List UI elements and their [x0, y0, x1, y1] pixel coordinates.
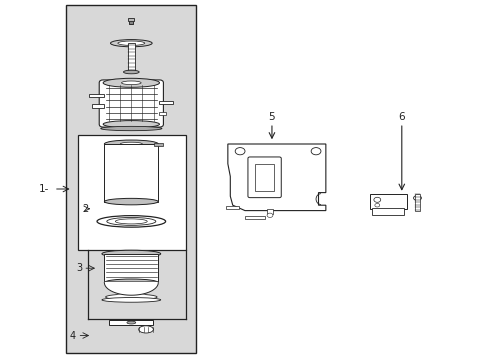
Ellipse shape: [122, 81, 141, 85]
Bar: [109, 320, 153, 325]
Ellipse shape: [97, 216, 166, 227]
Ellipse shape: [101, 126, 162, 131]
Circle shape: [374, 197, 381, 202]
Ellipse shape: [103, 78, 160, 87]
Ellipse shape: [127, 321, 136, 324]
Bar: [245, 216, 265, 219]
Bar: [128, 18, 134, 21]
Bar: [370, 194, 407, 209]
Ellipse shape: [110, 40, 152, 47]
Bar: [255, 164, 274, 191]
Text: 4: 4: [70, 330, 75, 341]
Text: 5: 5: [269, 112, 275, 122]
Circle shape: [267, 213, 273, 217]
Text: 3: 3: [76, 263, 82, 273]
Circle shape: [375, 203, 380, 207]
Ellipse shape: [123, 70, 139, 74]
Ellipse shape: [104, 140, 158, 148]
Ellipse shape: [107, 217, 156, 225]
Circle shape: [311, 148, 321, 155]
Bar: [415, 194, 420, 211]
Circle shape: [235, 148, 245, 155]
Bar: [267, 209, 273, 214]
Bar: [93, 104, 104, 108]
Ellipse shape: [104, 198, 158, 205]
Ellipse shape: [106, 294, 157, 300]
FancyBboxPatch shape: [99, 80, 164, 127]
Ellipse shape: [116, 219, 147, 224]
Text: 1-: 1-: [39, 184, 49, 194]
Bar: [160, 101, 173, 104]
Bar: [104, 254, 158, 283]
Bar: [154, 143, 163, 146]
Polygon shape: [104, 283, 158, 295]
Bar: [78, 135, 186, 250]
Text: 6: 6: [398, 112, 405, 122]
Bar: [226, 206, 239, 209]
Ellipse shape: [102, 297, 161, 302]
Ellipse shape: [103, 121, 160, 128]
Bar: [159, 112, 166, 115]
Text: 2: 2: [82, 204, 89, 214]
Ellipse shape: [414, 195, 421, 201]
Bar: [104, 144, 158, 202]
Polygon shape: [228, 144, 326, 211]
Bar: [372, 208, 404, 215]
Ellipse shape: [104, 279, 158, 286]
Ellipse shape: [102, 250, 161, 257]
Bar: [90, 94, 104, 97]
Bar: [66, 5, 196, 353]
Ellipse shape: [118, 41, 145, 45]
Ellipse shape: [121, 142, 143, 146]
Bar: [128, 43, 135, 72]
Bar: [129, 21, 133, 24]
Ellipse shape: [139, 326, 153, 333]
FancyBboxPatch shape: [248, 157, 281, 198]
